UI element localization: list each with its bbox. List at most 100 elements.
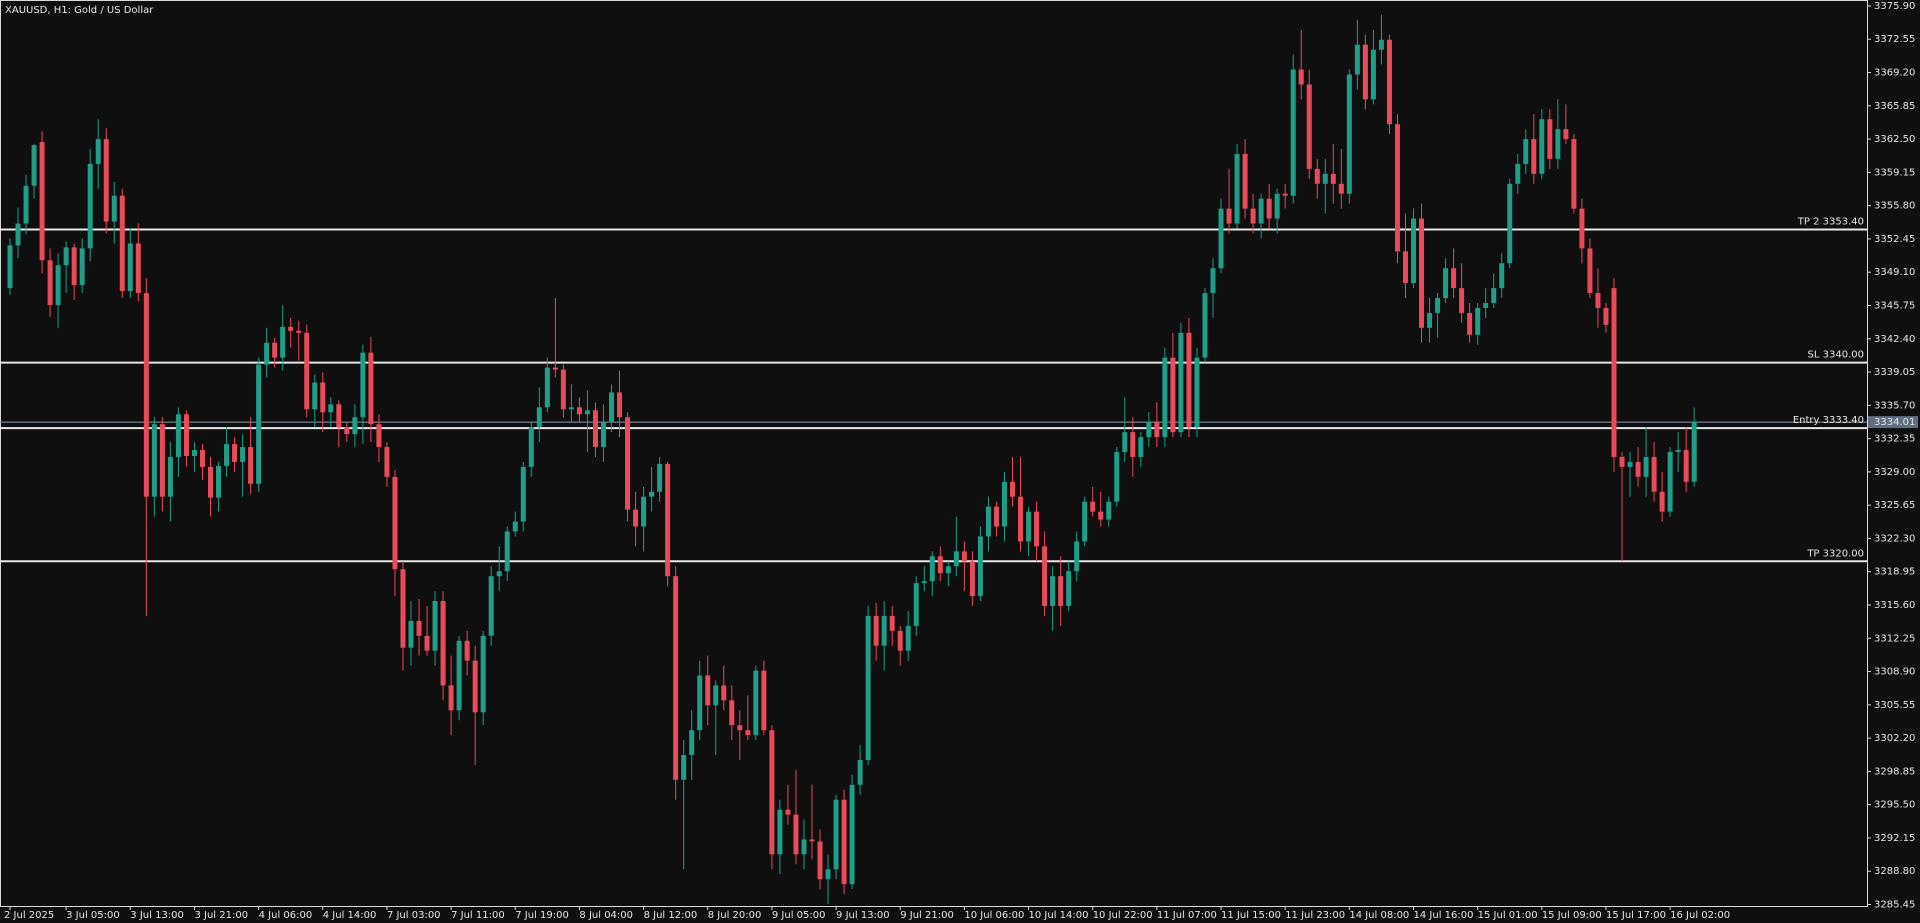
x-tick-label: 3 Jul 21:00	[194, 910, 248, 921]
candle-body	[1443, 268, 1449, 299]
candle-body	[609, 392, 614, 423]
candle-body	[199, 450, 205, 467]
candle-body	[1242, 153, 1248, 209]
x-tick-label: 2 Jul 2025	[4, 910, 54, 921]
candle-body	[777, 809, 783, 855]
candle-body	[1619, 456, 1625, 467]
candle-body	[1282, 193, 1288, 196]
candle-body	[1635, 461, 1641, 477]
candle-body	[1314, 168, 1320, 184]
candle-body	[1106, 501, 1112, 520]
candle-body	[191, 450, 197, 456]
candle-body	[1515, 163, 1521, 184]
y-tick-label: 3298.85	[1874, 766, 1915, 777]
candle-body	[1483, 302, 1489, 308]
candle-body	[865, 615, 871, 760]
candle-body	[793, 814, 799, 855]
candle-body	[1114, 452, 1120, 502]
candle-body	[39, 142, 45, 261]
candle-body	[119, 195, 125, 292]
candle-body	[63, 247, 69, 266]
candle-body	[448, 685, 454, 711]
candle-body	[1042, 546, 1048, 606]
candle-body	[1010, 481, 1015, 497]
level-label: TP 3320.00	[1806, 548, 1864, 559]
candle-body	[745, 730, 751, 736]
candle-body	[1659, 491, 1665, 512]
candle-body	[1370, 49, 1376, 100]
candle-body	[496, 571, 502, 577]
candle-body	[817, 841, 823, 880]
candle-body	[1394, 124, 1400, 252]
y-tick-label: 3335.70	[1874, 400, 1915, 411]
candle-body	[456, 640, 462, 711]
level-label: Entry 3333.40	[1793, 415, 1864, 426]
candle-body	[240, 447, 246, 462]
candle-body	[1162, 357, 1168, 438]
candle-body	[264, 342, 270, 365]
candle-body	[1018, 496, 1024, 542]
y-tick-label: 3372.55	[1874, 34, 1915, 45]
candle-body	[1250, 208, 1256, 224]
y-tick-label: 3325.65	[1874, 500, 1915, 511]
candle-body	[15, 223, 21, 246]
candle-body	[1667, 452, 1673, 512]
y-tick-label: 3345.75	[1874, 300, 1915, 311]
y-tick-label: 3322.30	[1874, 533, 1915, 544]
candle-body	[504, 531, 510, 572]
candle-body	[625, 417, 631, 510]
candle-body	[1603, 307, 1609, 325]
candle-body	[568, 407, 574, 410]
y-tick-label: 3288.80	[1874, 866, 1915, 877]
candle-body	[352, 417, 358, 435]
y-tick-label: 3318.95	[1874, 567, 1915, 578]
candle-body	[913, 583, 919, 626]
candle-body	[753, 670, 759, 736]
candle-body	[1322, 173, 1328, 184]
candle-body	[1050, 576, 1056, 606]
candle-body	[1298, 69, 1304, 85]
candle-body	[111, 195, 117, 222]
candle-body	[1210, 268, 1216, 294]
candle-body	[1202, 293, 1208, 358]
candle-body	[31, 145, 37, 186]
x-tick-label: 15 Jul 09:00	[1542, 910, 1602, 921]
candle-body	[1234, 153, 1240, 224]
candle-body	[1539, 119, 1545, 174]
candle-body	[737, 725, 743, 731]
candle-body	[600, 422, 606, 448]
x-tick-label: 8 Jul 04:00	[579, 910, 633, 921]
candle-body	[1194, 357, 1200, 428]
chart-title: XAUUSD, H1: Gold / US Dollar	[5, 5, 154, 16]
y-tick-label: 3315.60	[1874, 600, 1915, 611]
candle-body	[785, 809, 791, 815]
candle-body	[1066, 571, 1072, 606]
candle-body	[1170, 357, 1176, 433]
candle-body	[1258, 198, 1264, 224]
candle-body	[713, 685, 719, 706]
candle-body	[103, 139, 109, 222]
candle-body	[1226, 208, 1232, 224]
candle-body	[440, 601, 446, 686]
candle-body	[873, 615, 879, 646]
candle-body	[368, 352, 374, 425]
y-tick-label: 3308.90	[1874, 667, 1915, 678]
candle-body	[47, 260, 53, 305]
x-tick-label: 14 Jul 08:00	[1349, 910, 1409, 921]
x-tick-label: 9 Jul 05:00	[772, 910, 826, 921]
candle-body	[304, 332, 310, 410]
candle-body	[905, 625, 911, 651]
candle-body	[376, 424, 382, 448]
y-tick-label: 3312.25	[1874, 633, 1915, 644]
candle-body	[536, 407, 542, 428]
y-tick-label: 3359.15	[1874, 167, 1915, 178]
candle-body	[1675, 450, 1681, 453]
candle-body	[408, 620, 414, 648]
candle-body	[512, 521, 518, 532]
candle-body	[1611, 288, 1617, 457]
candle-body	[945, 566, 951, 574]
y-tick-label: 3332.35	[1874, 434, 1915, 445]
candle-body	[1090, 501, 1096, 512]
current-price-tag	[1868, 416, 1918, 429]
